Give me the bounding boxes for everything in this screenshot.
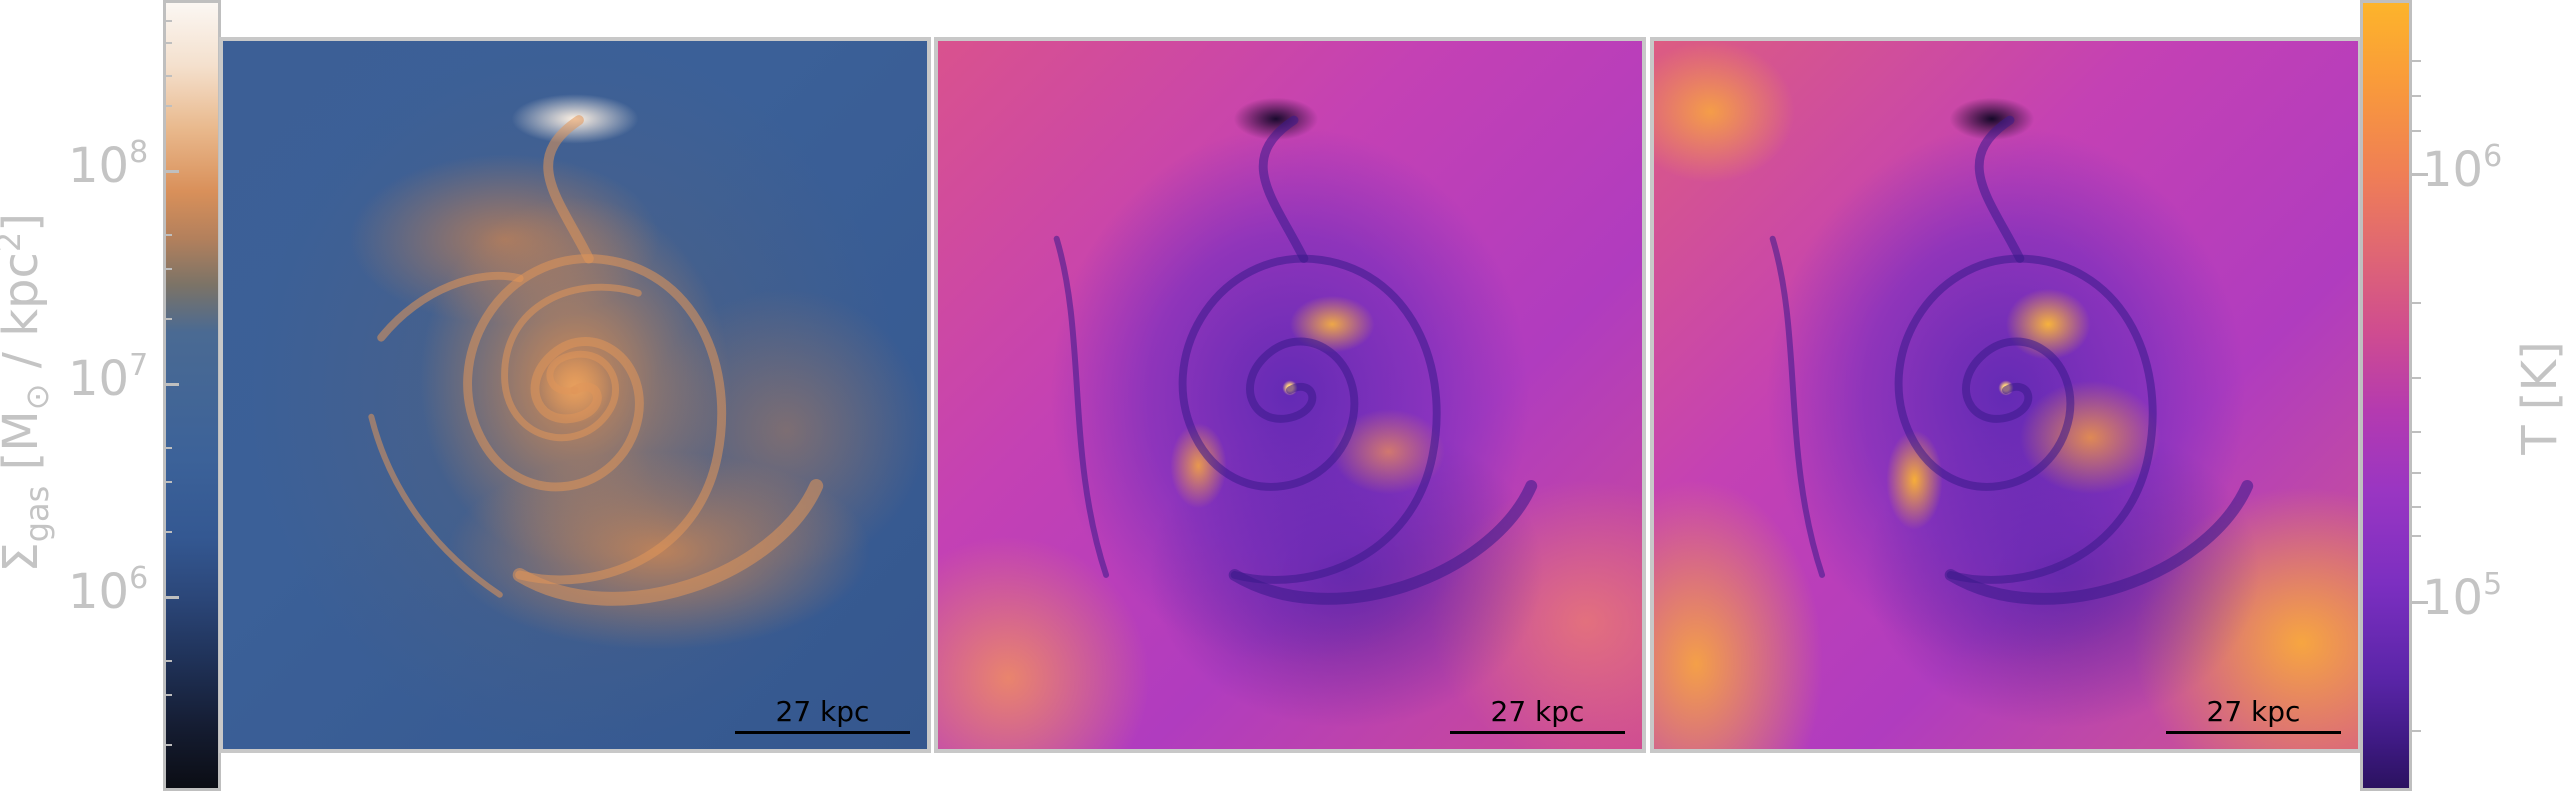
temperature-map-panel-1: 27 kpc bbox=[934, 37, 1646, 753]
colorbar-tick-label: 107 bbox=[68, 348, 149, 407]
spiral-structure bbox=[368, 115, 824, 606]
temperature-map-panel-2: 27 kpc bbox=[1650, 37, 2362, 753]
colorbar-major-tick bbox=[163, 383, 179, 386]
density-map-panel: 27 kpc bbox=[219, 37, 931, 753]
colorbar-minor-tick bbox=[2412, 60, 2421, 62]
density-colorbar bbox=[163, 0, 221, 791]
scale-bar-label: 27 kpc bbox=[775, 695, 870, 729]
scale-bar: 27 kpc bbox=[735, 695, 910, 734]
colorbar-minor-tick bbox=[163, 42, 172, 44]
colorbar-minor-tick bbox=[163, 660, 172, 662]
colorbar-minor-tick bbox=[163, 447, 172, 449]
colorbar-major-tick bbox=[163, 170, 179, 173]
colorbar-minor-tick bbox=[2412, 472, 2421, 474]
colorbar-minor-tick bbox=[163, 20, 172, 22]
colorbar-major-tick bbox=[2412, 601, 2428, 604]
colorbar-tick-label: 108 bbox=[68, 135, 149, 194]
colorbar-minor-tick bbox=[163, 318, 172, 320]
colorbar-minor-tick bbox=[2412, 506, 2421, 508]
colorbar-minor-tick bbox=[2412, 535, 2421, 537]
colorbar-minor-tick bbox=[2412, 431, 2421, 433]
scale-bar: 27 kpc bbox=[2166, 695, 2341, 734]
colorbar-minor-tick bbox=[163, 234, 172, 236]
scale-bar-label: 27 kpc bbox=[2206, 695, 2301, 729]
colorbar-right-title: T [K] bbox=[2512, 341, 2568, 455]
spiral-structure bbox=[1053, 115, 1538, 605]
colorbar-minor-tick bbox=[163, 75, 172, 77]
colorbar-tick-label: 106 bbox=[2422, 139, 2503, 198]
scale-bar-line bbox=[1450, 731, 1625, 734]
colorbar-major-tick bbox=[2412, 173, 2428, 176]
colorbar-minor-tick bbox=[163, 694, 172, 696]
colorbar-minor-tick bbox=[2412, 377, 2421, 379]
scale-bar-line bbox=[735, 731, 910, 734]
scale-bar-line bbox=[2166, 731, 2341, 734]
colorbar-major-tick bbox=[163, 596, 179, 599]
spiral-structure bbox=[1769, 115, 2254, 605]
scale-bar-label: 27 kpc bbox=[1490, 695, 1585, 729]
colorbar-minor-tick bbox=[2412, 130, 2421, 132]
colorbar-minor-tick bbox=[163, 268, 172, 270]
colorbar-minor-tick bbox=[163, 531, 172, 533]
scale-bar: 27 kpc bbox=[1450, 695, 1625, 734]
colorbar-minor-tick bbox=[163, 481, 172, 483]
colorbar-minor-tick bbox=[163, 105, 172, 107]
colorbar-tick-label: 105 bbox=[2422, 567, 2503, 626]
colorbar-minor-tick bbox=[2412, 95, 2421, 97]
colorbar-minor-tick bbox=[163, 744, 172, 746]
colorbar-tick-label: 106 bbox=[68, 561, 149, 620]
temperature-colorbar bbox=[2360, 0, 2412, 791]
colorbar-minor-tick bbox=[2412, 730, 2421, 732]
colorbar-minor-tick bbox=[2412, 302, 2421, 304]
